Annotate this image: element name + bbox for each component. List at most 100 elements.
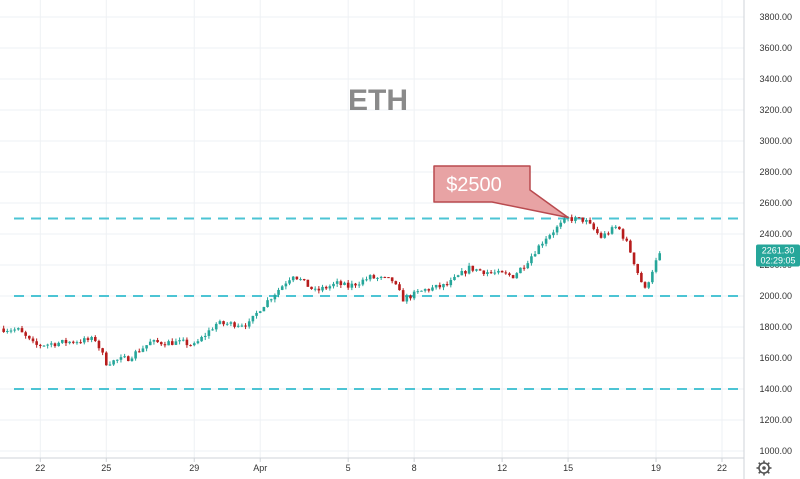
- candle-body: [167, 341, 170, 346]
- gear-icon[interactable]: [756, 460, 772, 476]
- candle-body: [189, 345, 192, 347]
- price-axis-labels[interactable]: 1000.00 1200.00 1400.00 1600.00 1800.00 2000.…: [759, 12, 792, 456]
- candle-body: [390, 277, 394, 282]
- candle-body: [214, 323, 218, 330]
- candle-body: [280, 286, 284, 290]
- time-tick-label: 29: [189, 463, 199, 473]
- chart-title: ETH: [348, 84, 408, 117]
- candle-body: [288, 280, 291, 284]
- candle-body: [141, 348, 145, 352]
- candle-body: [475, 269, 478, 271]
- candle-body: [203, 335, 207, 337]
- candle-body: [354, 283, 357, 286]
- candle-body: [295, 276, 299, 280]
- candle-body: [174, 341, 178, 345]
- time-tick-label: 22: [35, 463, 45, 473]
- candle-body: [563, 218, 566, 223]
- candle-body: [368, 275, 372, 280]
- candle-body: [101, 348, 104, 353]
- candle-body: [57, 342, 60, 347]
- candle-body: [225, 323, 229, 325]
- candle-body: [119, 357, 123, 360]
- candle-body: [486, 272, 489, 275]
- candle-body: [416, 291, 420, 293]
- candle-body: [93, 337, 97, 341]
- candle-body: [200, 336, 203, 342]
- candle-body: [321, 286, 324, 291]
- candle-body: [651, 271, 654, 283]
- candle-body: [145, 345, 148, 349]
- time-tick-label: 5: [346, 463, 351, 473]
- candle-body: [500, 270, 504, 273]
- candle-body: [438, 284, 442, 288]
- price-tick-label: 1200.00: [759, 415, 792, 425]
- candle-body: [365, 279, 368, 281]
- candle-body: [640, 273, 643, 283]
- candle-body: [445, 284, 449, 286]
- candle-body: [207, 330, 211, 336]
- candle-body: [192, 343, 196, 346]
- candle-body: [544, 238, 548, 244]
- candle-body: [409, 295, 412, 299]
- candle-body: [621, 229, 625, 239]
- candle-body: [618, 226, 621, 230]
- candle-body: [610, 227, 614, 234]
- candle-body: [130, 358, 134, 362]
- candle-body: [585, 220, 588, 222]
- candle-body: [376, 277, 379, 279]
- candle-body: [53, 343, 57, 347]
- candle-body: [643, 282, 647, 288]
- candle-body: [372, 275, 376, 279]
- candle-body: [383, 276, 387, 278]
- candle-body: [599, 233, 603, 238]
- candle-body: [61, 339, 64, 343]
- candle-body: [108, 364, 112, 366]
- candle-body: [343, 282, 346, 286]
- price-annotation[interactable]: $2500: [433, 165, 569, 219]
- candle-body: [75, 342, 79, 344]
- time-axis-labels[interactable]: 22 25 29 Apr 5 8 12 15 19 22: [35, 463, 727, 473]
- candle-body: [236, 325, 240, 327]
- candle-body: [574, 217, 577, 221]
- candle-body: [82, 338, 86, 343]
- price-tick-label: 1600.00: [759, 353, 792, 363]
- candle-body: [614, 226, 618, 228]
- candle-body: [596, 229, 599, 234]
- candle-body: [387, 277, 390, 279]
- candle-body: [654, 260, 658, 272]
- candle-body: [211, 329, 214, 331]
- candle-body: [277, 289, 280, 295]
- candle-body: [412, 291, 416, 299]
- price-tick-label: 3000.00: [759, 136, 792, 146]
- candle-body: [258, 311, 262, 313]
- price-tick-label: 1000.00: [759, 446, 792, 456]
- candle-body: [346, 282, 350, 288]
- candle-body: [72, 341, 75, 343]
- candle-body: [497, 270, 500, 273]
- candle-body: [449, 280, 453, 286]
- time-tick-label: 25: [101, 463, 111, 473]
- price-tick-label: 1800.00: [759, 322, 792, 332]
- candle-body: [420, 290, 423, 292]
- candle-body: [434, 284, 438, 288]
- candle-body: [530, 256, 533, 264]
- candle-body: [361, 279, 365, 285]
- candle-body: [471, 265, 475, 271]
- candle-body: [185, 339, 189, 346]
- candle-body: [156, 340, 159, 343]
- candle-body: [222, 321, 225, 325]
- candle-body: [603, 233, 607, 238]
- candle-body: [68, 341, 71, 344]
- candle-body: [229, 322, 233, 324]
- candle-body: [335, 281, 339, 284]
- candle-body: [581, 217, 585, 222]
- price-tick-label: 2000.00: [759, 291, 792, 301]
- candle-body: [504, 272, 508, 274]
- candle-body: [112, 360, 115, 365]
- candle-body: [310, 286, 313, 290]
- candle-body: [137, 351, 141, 353]
- candle-body: [123, 356, 126, 358]
- candle-body: [522, 267, 526, 269]
